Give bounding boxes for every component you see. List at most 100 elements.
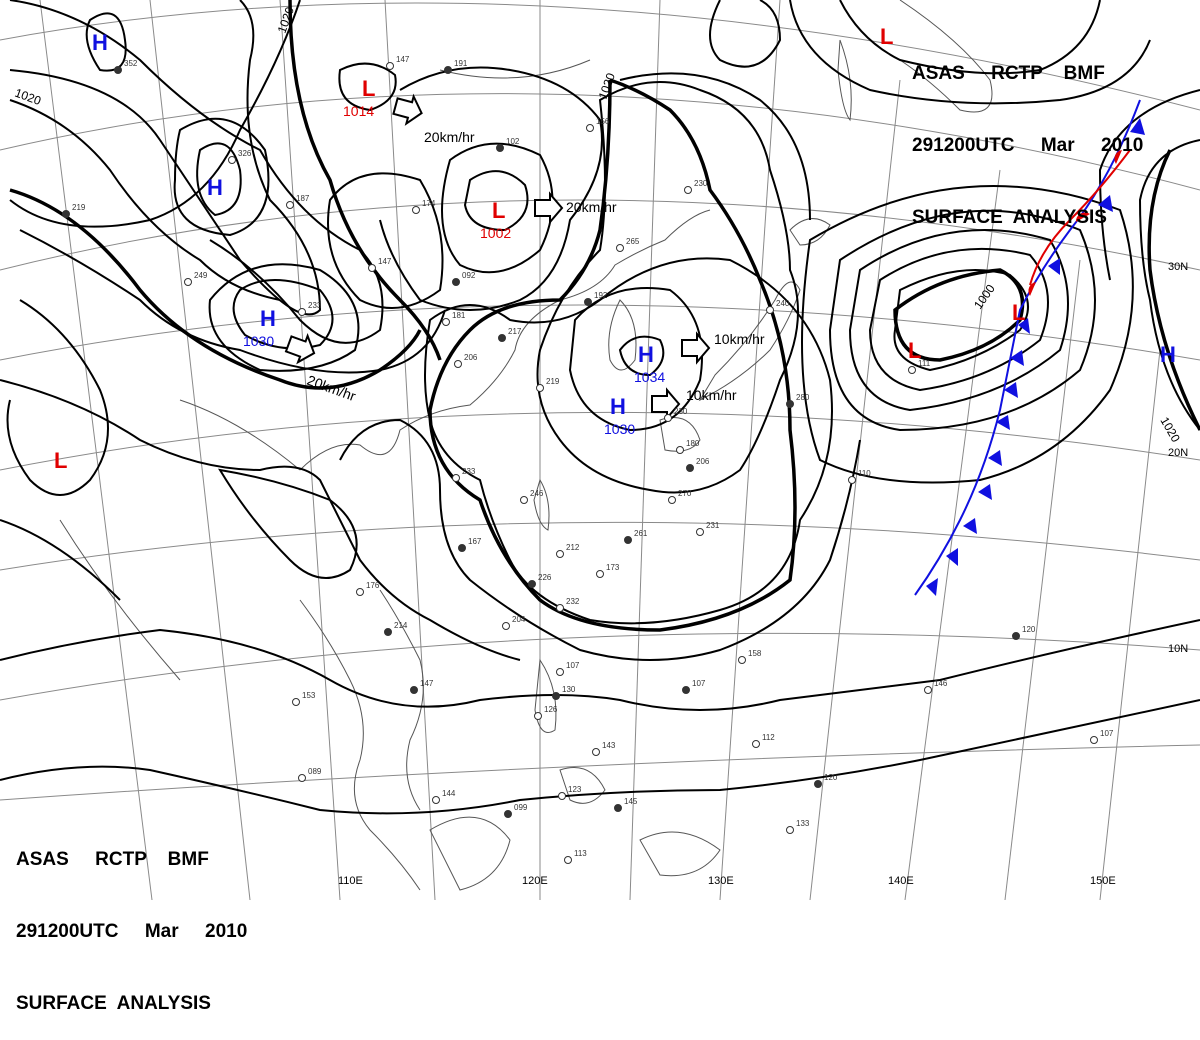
meridian-125e (629, 0, 661, 900)
station-observations: 352 326 187 219 249 233 191 147 174 092 181 206 217 1… (62, 55, 1114, 864)
movement-arrow (651, 387, 681, 421)
station-pressure: 126 (544, 705, 558, 714)
station-marker (114, 66, 122, 74)
isobar-1020 (9, 188, 422, 390)
isobar (868, 247, 1049, 392)
station-marker (458, 544, 466, 552)
isobar (0, 379, 521, 661)
station-pressure: 249 (194, 271, 208, 280)
borneo-outline (429, 816, 511, 891)
lon-label: 110E (338, 875, 363, 887)
station-marker (668, 496, 676, 504)
isobar (173, 117, 270, 237)
station-marker (184, 278, 192, 286)
chart-datetime: 291200UTC Mar 2010 (912, 135, 1144, 156)
isobar (1098, 89, 1200, 281)
vietnam-coast (379, 589, 424, 811)
chart-title-bottom: ASAS RCTP BMF 291200UTC Mar 2010 SURFACE… (16, 800, 247, 1040)
station-pressure: 146 (934, 679, 948, 688)
station-pressure: 099 (514, 803, 528, 812)
station-pressure: 176 (366, 581, 380, 590)
papua-outline (639, 831, 721, 877)
high-pressure-center: H (638, 342, 654, 367)
lat-label: 20N (1168, 447, 1188, 459)
isobar (1138, 139, 1200, 431)
station-marker (504, 810, 512, 818)
parallel-5n (0, 744, 1200, 801)
station-marker (534, 712, 542, 720)
station-pressure: 270 (678, 489, 692, 498)
station-pressure: 111 (918, 359, 931, 368)
isobar (379, 66, 603, 311)
station-marker (292, 698, 300, 706)
isobar-1020 (428, 78, 797, 632)
isobar (232, 279, 334, 350)
station-pressure: 219 (72, 203, 86, 212)
isobar (196, 142, 242, 217)
isobars (0, 0, 1200, 815)
station-pressure: 147 (378, 257, 392, 266)
station-marker (586, 124, 594, 132)
isobar (789, 0, 1151, 105)
station-marker (496, 144, 504, 152)
station-marker (442, 318, 450, 326)
station-pressure: 092 (462, 271, 476, 280)
station-pressure: 167 (468, 537, 482, 546)
low-pressure-center: L (908, 338, 921, 363)
low-pressure-center: L (880, 24, 893, 49)
isobar-1020-east (1147, 149, 1200, 431)
isobar (9, 0, 384, 344)
chart-datetime: 291200UTC Mar 2010 (16, 921, 248, 942)
station-marker (386, 62, 394, 70)
movement-speed: 10km/hr (686, 387, 737, 403)
station-pressure: 206 (696, 457, 710, 466)
station-marker (624, 536, 632, 544)
station-marker (584, 298, 592, 306)
isobar (568, 287, 703, 432)
isobar (19, 229, 446, 374)
station-marker (766, 306, 774, 314)
isobar (6, 299, 109, 496)
meridian-150e (1099, 349, 1161, 900)
meridian-135e (809, 79, 901, 900)
isobar (618, 335, 665, 377)
station-pressure: 219 (546, 377, 560, 386)
station-pressure: 204 (512, 615, 526, 624)
movement-arrow (284, 332, 316, 365)
station-marker (924, 686, 932, 694)
station-pressure: 123 (568, 785, 582, 794)
station-pressure: 120 (824, 773, 838, 782)
station-marker (664, 414, 672, 422)
station-marker (908, 366, 916, 374)
lon-label: 120E (522, 875, 548, 887)
latitude-labels: 30N 20N 10N (1168, 261, 1188, 655)
station-marker (452, 278, 460, 286)
lon-label: 140E (888, 875, 914, 887)
main-isobars (9, 0, 1200, 632)
station-pressure: 230 (694, 179, 708, 188)
meridian-130e (719, 0, 781, 900)
station-marker (228, 156, 236, 164)
low-pressure-center: L (1012, 300, 1025, 325)
isobar-1020 (288, 0, 442, 361)
station-pressure: 089 (308, 767, 322, 776)
parallel-15n (0, 521, 1200, 571)
station-marker (368, 264, 376, 272)
station-pressure: 233 (308, 301, 322, 310)
station-marker (298, 308, 306, 316)
chart-code: ASAS RCTP BMF (16, 849, 209, 870)
station-pressure: 217 (508, 327, 522, 336)
station-pressure: 187 (296, 194, 310, 203)
station-marker (410, 686, 418, 694)
station-marker (556, 550, 564, 558)
station-marker (454, 360, 462, 368)
luzon-outline (534, 658, 557, 733)
parallel-40n (0, 2, 1200, 111)
meridian-110e (279, 0, 341, 900)
station-marker (786, 826, 794, 834)
movement-arrow (534, 191, 564, 225)
high-pressure-center: H (207, 175, 223, 200)
japan-honshu (698, 281, 801, 402)
isobar (801, 185, 1134, 484)
high-pressure-center: H (1160, 342, 1176, 367)
